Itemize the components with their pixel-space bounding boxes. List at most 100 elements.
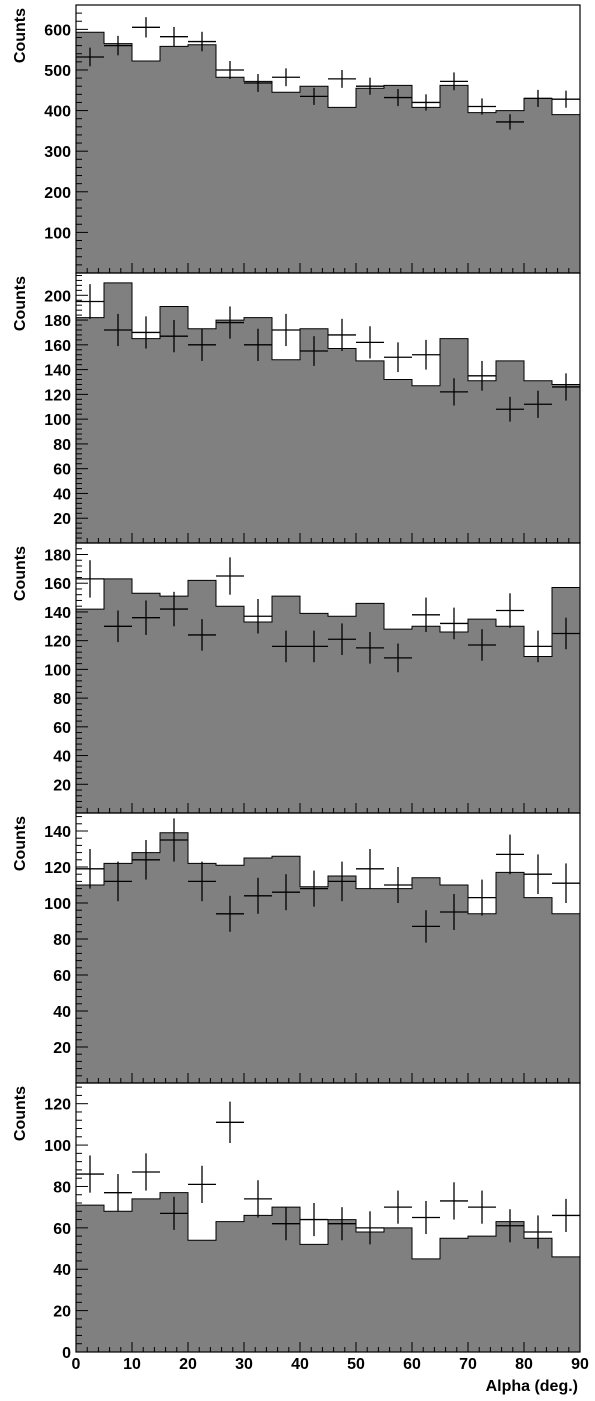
histogram-bar [76,32,105,273]
histogram-bar [328,348,357,543]
data-point [272,630,300,663]
y-axis: 0 20 40 60 80 100 120 Counts [12,1086,88,1362]
y-tick-label: 600 [44,22,71,39]
y-tick-label: 60 [53,968,71,985]
histogram-bar [496,1221,525,1352]
histogram-bar [468,1236,497,1352]
data-point [524,89,552,107]
y-axis-label: Counts [12,276,29,331]
y-tick-label: 40 [53,486,71,503]
y-axis: 100 200 300 400 500 600 Counts [12,4,88,274]
data-point [468,879,496,916]
y-tick-label: 400 [44,104,71,121]
data-point [132,840,160,880]
y-tick-label: 60 [53,720,71,737]
histogram-bar [160,46,189,273]
data-point [412,1200,440,1235]
data-point [76,284,104,319]
histogram-bar [552,913,580,1083]
data-point [328,1207,356,1241]
histogram-bar [552,1256,580,1352]
histogram-bar [384,379,413,543]
data-point [412,94,440,111]
histogram-bar [440,632,469,813]
data-point [272,874,300,911]
x-ticks [75,263,581,273]
y-tick-label: 20 [53,777,71,794]
histogram-bar [272,359,301,543]
x-tick-label: 0 [72,1356,81,1373]
histogram-bar [104,43,133,273]
data-point [216,61,244,79]
data-point [300,336,328,366]
x-ticks [75,803,581,813]
data-point [356,77,384,95]
panel-frame [75,1082,581,1353]
y-tick-label: 140 [44,605,71,622]
x-tick-label: 70 [459,1356,477,1373]
data-point [468,360,496,391]
y-tick-label: 500 [44,63,71,80]
histogram-bar [300,886,329,1083]
data-point [496,114,524,130]
histogram-bar [412,107,441,273]
data-point [244,328,272,361]
y-axis: 20 40 60 80 100 120 140 160 180 200 Counts [12,274,88,544]
data-point [216,895,244,932]
histogram-bar [244,81,273,273]
y-tick-label: 120 [44,1097,71,1114]
data-point [524,1215,552,1249]
y-tick-label: 60 [53,462,71,479]
histogram-bar [524,897,553,1083]
y-tick-label: 120 [44,387,71,404]
histogram-outline [76,832,580,1083]
y-tick-label: 120 [44,860,71,877]
data-point [272,313,300,347]
x-tick-label: 50 [347,1356,365,1373]
data-point [440,894,468,930]
histogram [76,282,580,543]
histogram-bar [216,606,245,813]
data-point [188,1165,216,1204]
panel-1: 100 200 300 400 500 600 Counts [12,4,581,274]
data-point [104,35,132,56]
histogram-bar [216,77,245,273]
panels: 100200300400500600Counts2040608010012014… [12,4,581,1362]
histogram-bar [160,596,189,813]
data-point [160,26,188,47]
data-point [272,68,300,87]
data-point [160,320,188,353]
histogram-bar [160,832,189,1083]
data-point [132,1153,160,1191]
y-tick-label: 300 [44,144,71,161]
y-tick-label: 180 [44,547,71,564]
histogram-outline [76,282,580,543]
data-point [552,1198,580,1232]
data-point [300,87,328,105]
data-point [244,877,272,914]
data-point [552,90,580,108]
histogram-bar [188,1240,217,1352]
histogram-bar [216,1221,245,1352]
data-point [356,326,384,359]
histogram-bar [76,885,105,1083]
data-point [524,854,552,894]
histogram-bar [244,1215,273,1352]
y-tick-label: 180 [44,313,71,330]
data-point [440,1182,468,1220]
histogram [76,31,580,273]
histogram-bar [356,888,385,1083]
data-points [76,17,580,130]
histogram-bar [468,380,497,543]
y-tick-label: 20 [53,1304,71,1321]
data-point [356,1211,384,1245]
y-tick-label: 80 [53,691,71,708]
data-point [440,607,468,640]
x-ticks [75,533,581,543]
histogram-bar [328,876,357,1083]
histogram-bar [468,112,497,273]
histogram-bar [188,580,217,813]
data-point [384,89,412,107]
data-point [468,1190,496,1224]
data-point [216,557,244,595]
